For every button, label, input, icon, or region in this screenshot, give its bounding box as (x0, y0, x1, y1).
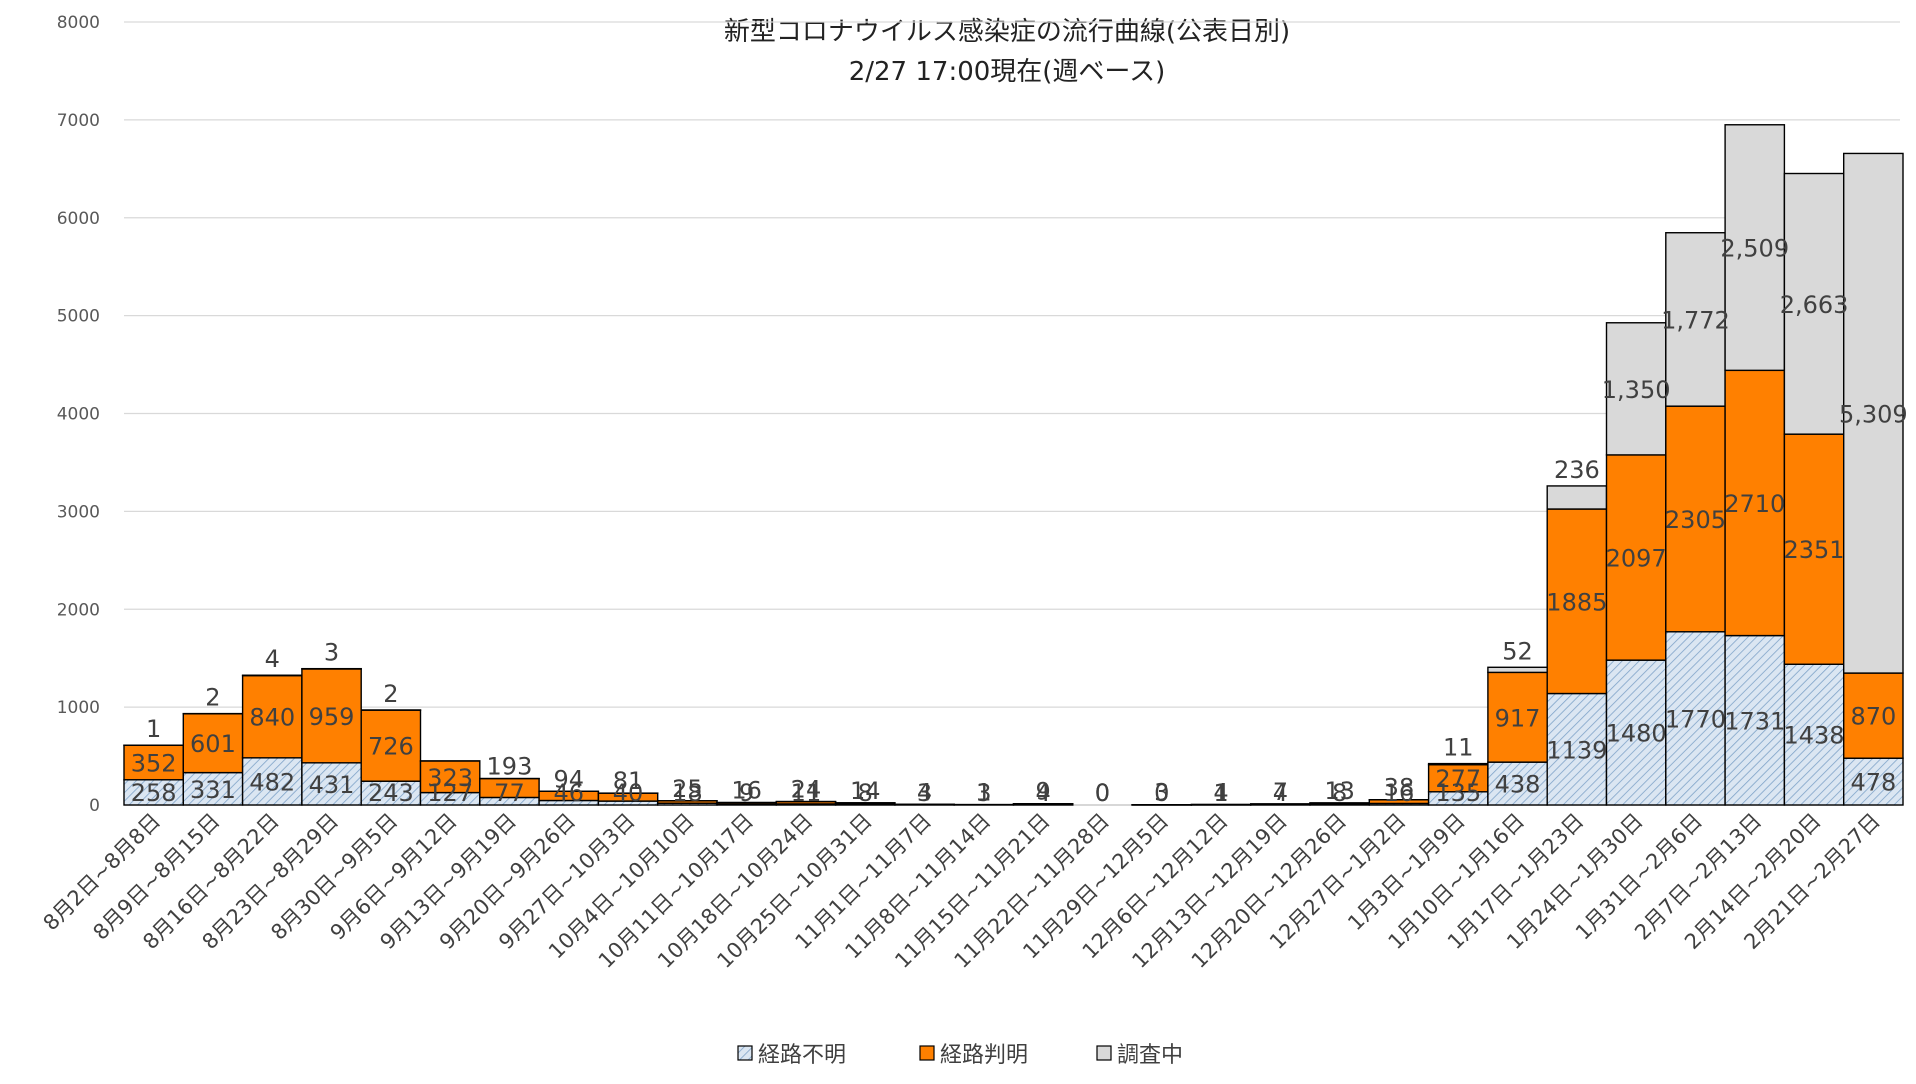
data-label-known-route: 4 (1213, 779, 1228, 807)
data-label-known-route: 1885 (1546, 588, 1607, 616)
data-label-known-route: 323 (427, 764, 473, 792)
y-tick-label: 3000 (57, 502, 100, 522)
data-label-known-route: 24 (791, 776, 822, 804)
chart-subtitle: 2/27 17:00現在(週ベース) (849, 57, 1166, 87)
data-label-known-route: 94 (553, 765, 584, 793)
data-label-known-route: 352 (131, 750, 177, 778)
bar-segment-under-investigation (1488, 667, 1547, 672)
data-label-known-route: 726 (368, 733, 414, 761)
y-tick-label: 7000 (57, 111, 100, 131)
data-label-known-route: 1 (976, 779, 991, 807)
data-label-under-investigation: 5,309 (1839, 400, 1908, 428)
y-tick-label: 4000 (57, 405, 100, 425)
data-label-known-route: 193 (487, 753, 533, 781)
data-label-known-route: 959 (309, 703, 355, 731)
data-label-known-route: 4 (917, 778, 932, 806)
legend-swatch-unknown-route (738, 1046, 752, 1060)
data-label-known-route: 277 (1435, 765, 1481, 793)
y-tick-label: 0 (89, 796, 100, 816)
data-label-under-investigation: 3 (324, 639, 339, 667)
y-tick-label: 2000 (57, 600, 100, 620)
data-label-known-route: 2305 (1665, 506, 1726, 534)
data-label-under-investigation: 2 (205, 684, 220, 712)
legend-label-unknown-route: 経路不明 (758, 1043, 846, 1068)
y-tick-label: 1000 (57, 698, 100, 718)
data-label-under-investigation: 11 (1443, 734, 1474, 762)
data-label-under-investigation: 1,350 (1602, 376, 1671, 404)
data-label-known-route: 917 (1495, 704, 1541, 732)
data-label-under-investigation: 2 (383, 680, 398, 708)
data-label-unknown-route: 1438 (1784, 722, 1845, 750)
data-label-unknown-route: 1480 (1606, 720, 1667, 748)
legend-label-under-investigation: 調査中 (1117, 1043, 1183, 1068)
data-label-known-route: 2351 (1784, 536, 1845, 564)
data-label-known-route: 870 (1850, 703, 1896, 731)
data-label-unknown-route: 258 (131, 779, 177, 807)
bar-segment-under-investigation (1547, 486, 1606, 509)
data-label-known-route: 840 (249, 704, 295, 732)
data-label-under-investigation: 236 (1554, 456, 1600, 484)
data-label-known-route: 2710 (1724, 490, 1785, 518)
x-axis-tick-labels: 8月2日~8月8日8月9日~8月15日8月16日~8月22日8月23日~8月29… (39, 809, 1885, 973)
data-label-known-route: 25 (672, 775, 703, 803)
legend-label-known-route: 経路判明 (940, 1043, 1028, 1068)
data-label-known-route: 601 (190, 730, 236, 758)
data-label-under-investigation: 52 (1502, 637, 1533, 665)
data-label-under-investigation: 2,509 (1720, 235, 1789, 263)
data-label-unknown-route: 1139 (1546, 736, 1607, 764)
data-label-unknown-route: 431 (309, 771, 355, 799)
y-tick-label: 6000 (57, 209, 100, 229)
data-label-unknown-route: 482 (249, 768, 295, 796)
y-tick-label: 8000 (57, 13, 100, 33)
data-label-under-investigation: 4 (265, 645, 280, 673)
data-label-under-investigation: 2,663 (1780, 291, 1849, 319)
y-axis-tick-labels: 0 1000 2000 3000 4000 5000 6000 7000 8000 (57, 13, 100, 816)
data-label-unknown-route: 331 (190, 776, 236, 804)
data-label-unknown-route: 1770 (1665, 705, 1726, 733)
data-label-known-route: 2097 (1606, 545, 1667, 573)
data-label-unknown-route: 1731 (1724, 707, 1785, 735)
data-label-known-route: 9 (1036, 778, 1051, 806)
data-label-known-route: 14 (850, 777, 881, 805)
data-label-under-investigation: 1 (146, 715, 161, 743)
data-label-known-route: 16 (731, 777, 762, 805)
data-label-unknown-route: 478 (1850, 769, 1896, 797)
legend-swatch-under-investigation (1097, 1046, 1111, 1060)
data-label-known-route: 3 (1154, 779, 1169, 807)
y-tick-label: 5000 (57, 307, 100, 327)
data-label-under-investigation: 1,772 (1661, 306, 1730, 334)
data-label-known-route: 0 (1095, 779, 1110, 807)
data-label-unknown-route: 243 (368, 779, 414, 807)
data-label-known-route: 7 (1273, 778, 1288, 806)
data-label-known-route: 38 (1384, 774, 1415, 802)
data-label-unknown-route: 77 (494, 779, 525, 807)
legend-swatch-known-route (920, 1046, 934, 1060)
data-label-known-route: 13 (1324, 777, 1355, 805)
legend: 経路不明 経路判明 調査中 (738, 1043, 1183, 1068)
data-label-unknown-route: 438 (1495, 771, 1541, 799)
data-label-known-route: 81 (613, 767, 644, 795)
